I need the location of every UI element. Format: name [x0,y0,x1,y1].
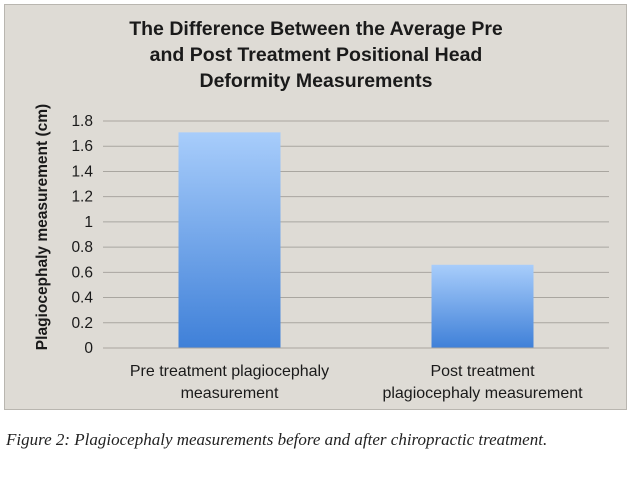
y-tick-label: 0.4 [71,290,93,307]
y-tick-label: 0.2 [71,315,93,332]
bars [178,132,534,348]
chart-frame: The Difference Between the Average Pre a… [4,4,627,410]
category-label: Pre treatment plagiocephaly [130,363,329,380]
y-tick-label: 1.4 [71,163,93,180]
y-tick-label: 1.8 [71,113,93,130]
chart-title-line-1: The Difference Between the Average Pre [129,18,503,40]
y-tick-label: 0.6 [71,264,93,281]
category-labels: Pre treatment plagiocephaly measurement Po… [130,363,583,402]
y-axis-title: Plagiocephaly measurement (cm) [34,104,51,350]
y-tick-labels: 0 0.2 0.4 0.6 0.8 1 1.2 1.4 1.6 1.8 [71,113,93,357]
chart-title-line-2: and Post Treatment Positional Head [150,44,483,66]
y-tick-label: 1.6 [71,138,93,155]
y-tick-label: 0.8 [71,239,93,256]
chart-title-line-3: Deformity Measurements [200,70,433,92]
category-label: measurement [181,385,279,402]
figure-caption: Figure 2: Plagiocephaly measurements bef… [6,430,548,449]
bar-pre-treatment [178,132,281,348]
y-tick-label: 0 [84,340,93,357]
category-label: plagiocephaly measurement [382,385,583,402]
y-tick-label: 1 [84,214,93,231]
bar-chart: The Difference Between the Average Pre a… [34,18,609,402]
category-label: Post treatment [430,363,535,380]
bar-post-treatment [431,264,534,348]
y-tick-label: 1.2 [71,189,93,206]
